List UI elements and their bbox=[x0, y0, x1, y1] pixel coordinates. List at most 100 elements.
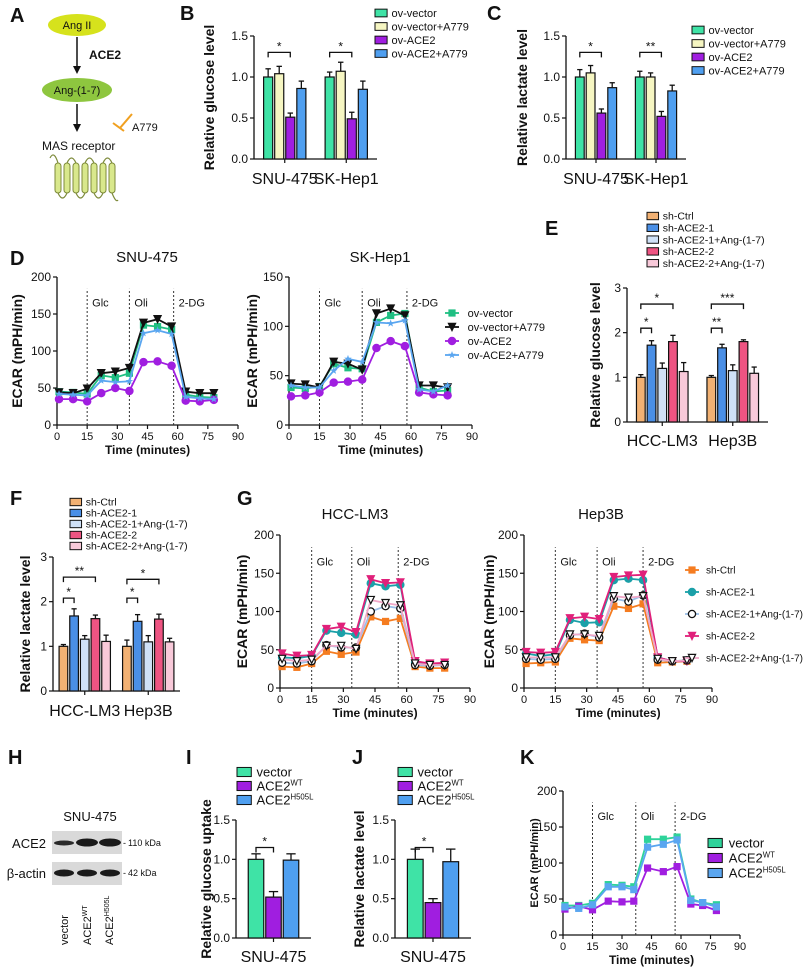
chart-panel-c: 0.0 0.5 1.0 1.5 Relative lactate level SNU-47… bbox=[514, 25, 786, 188]
category-label: Hep3B bbox=[124, 703, 173, 720]
legend-swatch bbox=[691, 25, 705, 35]
marker-triangle-down-icon bbox=[336, 622, 346, 632]
marker-triangle-down-icon bbox=[277, 649, 287, 659]
chart-title: HCC-LM3 bbox=[322, 506, 389, 523]
y-tick-label: 0 bbox=[40, 684, 47, 698]
legend-superscript: WT bbox=[451, 778, 463, 787]
category-label: SK-Hep1 bbox=[624, 171, 689, 188]
bar-ov-ace2-a779 bbox=[607, 87, 618, 160]
transmembrane-helix bbox=[63, 162, 71, 194]
y-tick-label: 1 bbox=[40, 639, 47, 653]
injection-label: 2-DG bbox=[179, 298, 205, 310]
x-tick-label: 30 bbox=[337, 694, 349, 706]
legend-swatch bbox=[236, 794, 252, 806]
x-tick-label: 60 bbox=[401, 694, 413, 706]
marker-circle-icon bbox=[329, 378, 338, 387]
marker-circle-icon bbox=[68, 394, 78, 404]
category-label: SNU-475 bbox=[563, 171, 629, 188]
marker-triangle-down-icon bbox=[623, 571, 634, 581]
marker-square-icon bbox=[673, 863, 681, 871]
bar-ov-ace2 bbox=[285, 116, 296, 160]
marker-square-icon bbox=[630, 886, 638, 894]
marker-open-triangle-down-icon bbox=[292, 657, 302, 667]
marker-star-icon bbox=[301, 383, 309, 391]
y-tick-label: 2 bbox=[614, 326, 621, 340]
legend-swatch bbox=[374, 22, 388, 31]
marker-open-triangle-down-icon bbox=[623, 593, 634, 603]
y-tick-label: 200 bbox=[537, 784, 557, 798]
y-axis-label: Relative lactate level bbox=[514, 29, 530, 166]
row-label-ace2: ACE2 bbox=[12, 836, 46, 851]
legend-name: ACE2 bbox=[257, 779, 291, 794]
injection-label: Oli bbox=[641, 811, 654, 823]
band-actin-wt bbox=[77, 869, 97, 877]
x-tick-label: 75 bbox=[435, 431, 447, 443]
marker-circle-icon bbox=[687, 587, 697, 597]
size-marker-dash: - bbox=[123, 838, 126, 848]
marker-circle-icon bbox=[447, 336, 457, 346]
marker-square-icon bbox=[337, 650, 345, 658]
legend-superscript: H505L bbox=[290, 792, 314, 801]
band-actin-vector bbox=[54, 869, 74, 877]
significance-label: *** bbox=[720, 291, 734, 305]
marker-star-icon bbox=[429, 387, 438, 395]
y-tick-label: 100 bbox=[31, 344, 51, 358]
chart-panel-e: 0 1 2 3 Relative glucose level HCC-LM3 Hep3B sh… bbox=[587, 211, 768, 450]
panel-letter: J bbox=[352, 747, 363, 769]
legend-swatch bbox=[397, 794, 413, 806]
significance-bracket bbox=[640, 327, 653, 334]
x-tick-label: 0 bbox=[286, 431, 292, 443]
y-tick-label: 0 bbox=[44, 418, 51, 432]
marker-triangle-down-icon bbox=[110, 367, 120, 377]
marker-star-icon bbox=[196, 394, 204, 402]
marker-star-icon bbox=[287, 381, 295, 389]
panel-letter: E bbox=[545, 218, 558, 240]
significance-label: * bbox=[655, 291, 660, 305]
legend-label: ACE2WT bbox=[729, 850, 775, 865]
significance-bracket bbox=[267, 51, 291, 58]
significance-label: * bbox=[338, 39, 343, 53]
chart-panel-g: 0 50 100 150 200 ECAR (mPH/min) 0 15 30 45 60 75 90 T… bbox=[234, 506, 476, 720]
injection-label: Glc bbox=[560, 557, 577, 569]
y-tick-label: 1.5 bbox=[231, 29, 248, 43]
panel-letter: G bbox=[237, 488, 253, 510]
significance-label: * bbox=[262, 835, 267, 849]
bar-ov-ace2-a779 bbox=[667, 90, 678, 160]
marker-triangle-down-icon bbox=[209, 388, 219, 399]
marker-circle-icon bbox=[167, 361, 176, 371]
injection-label: Oli bbox=[357, 557, 370, 569]
marker-triangle-down-icon bbox=[371, 309, 382, 319]
marker-triangle-down-icon bbox=[138, 318, 149, 328]
legend-label: sh-ACE2-1 bbox=[663, 222, 715, 234]
marker-triangle-down-icon bbox=[96, 369, 106, 379]
legend-name: ov-ACE2+A779 bbox=[709, 65, 785, 77]
legend-superscript: WT bbox=[290, 778, 302, 787]
legend-swatch bbox=[69, 508, 83, 518]
y-tick-label: 1.0 bbox=[231, 70, 248, 84]
marker-star-icon bbox=[401, 316, 409, 324]
panel-letter: F bbox=[10, 488, 22, 510]
legend-swatch bbox=[646, 259, 660, 268]
marker-triangle-down-icon bbox=[400, 311, 410, 321]
marker-square-icon bbox=[699, 899, 707, 907]
marker-square-icon bbox=[387, 311, 395, 320]
bar-ace2-h505l bbox=[282, 859, 300, 939]
legend-name: vector bbox=[729, 836, 765, 851]
y-tick-label: 150 bbox=[498, 566, 518, 580]
ang17-label: Ang-(1-7) bbox=[54, 85, 100, 97]
marker-star-icon bbox=[139, 329, 148, 337]
legend-label: ov-ACE2+A779 bbox=[392, 48, 468, 60]
marker-circle-icon bbox=[343, 377, 353, 386]
y-tick-label: 1 bbox=[614, 370, 621, 384]
bar-ov-ace2-a779 bbox=[296, 87, 307, 160]
significance-bracket bbox=[640, 303, 674, 310]
bar-sh-ace2-1 bbox=[717, 347, 727, 423]
legend-name: sh-Ctrl bbox=[86, 497, 117, 509]
chart-title: Hep3B bbox=[578, 506, 624, 523]
bar-ov-vector bbox=[324, 76, 335, 160]
x-tick-label: 0 bbox=[54, 431, 60, 443]
bar-sh-ace2-2 bbox=[738, 341, 749, 423]
x-axis-label: Time (minutes) bbox=[105, 443, 190, 457]
y-tick-label: 1.5 bbox=[543, 29, 560, 43]
